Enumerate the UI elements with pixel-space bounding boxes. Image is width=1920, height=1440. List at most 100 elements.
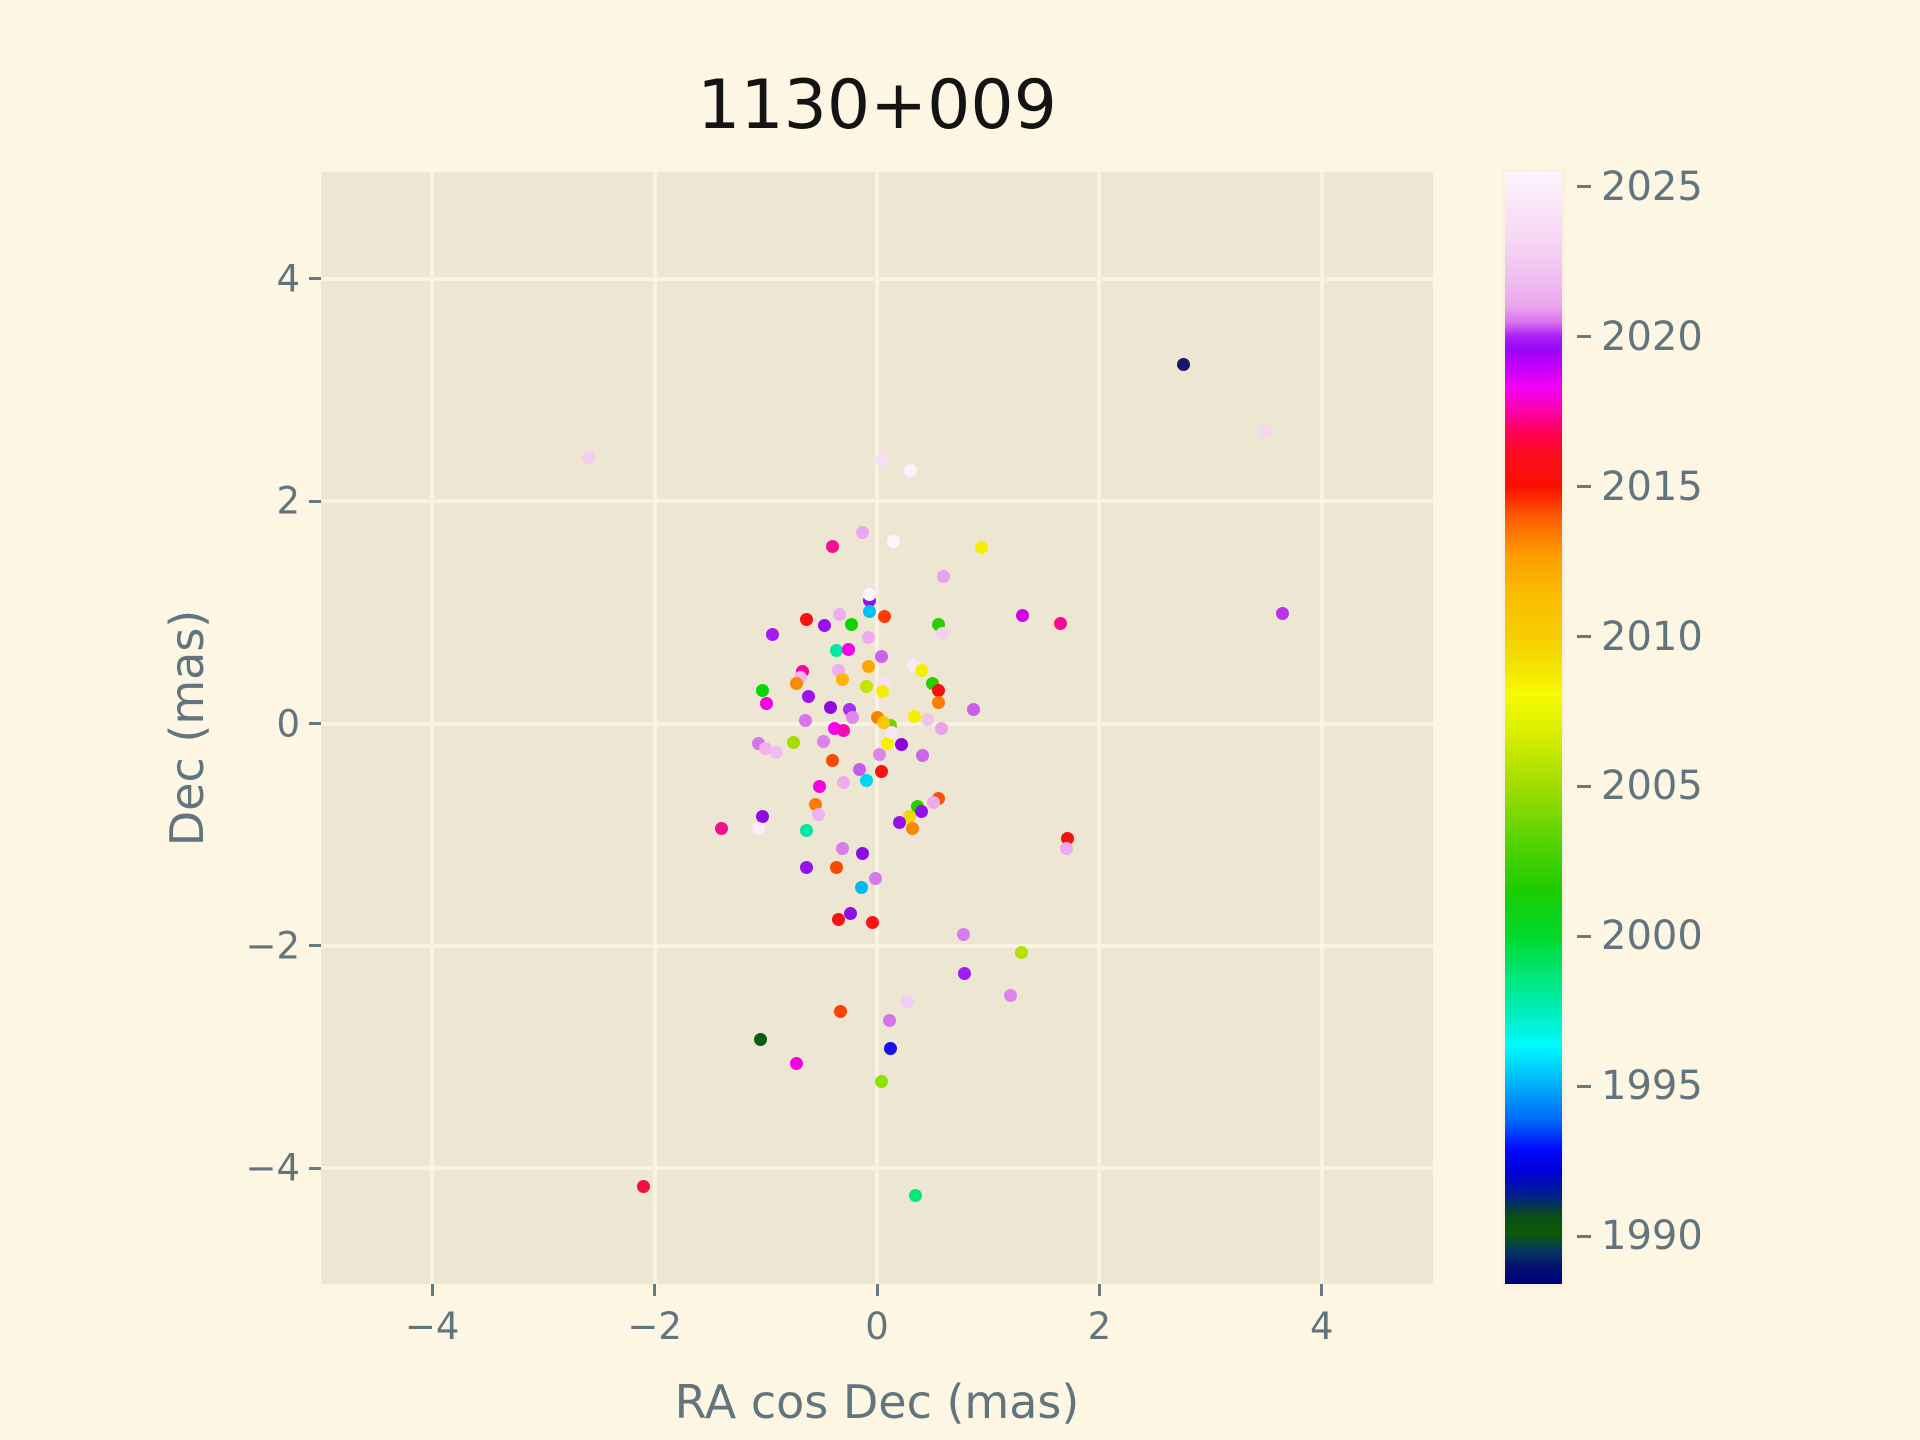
colorbar-tick-mark <box>1577 784 1591 788</box>
data-point <box>877 715 891 729</box>
data-point <box>900 995 914 1009</box>
y-tick-label: 4 <box>276 257 300 301</box>
x-tick-mark <box>653 1284 657 1296</box>
data-point <box>765 628 779 642</box>
x-tick-mark <box>875 1284 879 1296</box>
x-tick-mark <box>430 1284 434 1296</box>
data-point <box>809 798 823 812</box>
data-point <box>817 734 831 748</box>
data-point <box>837 723 851 737</box>
y-tick-mark <box>309 1166 321 1170</box>
data-point <box>883 1041 897 1055</box>
colorbar-tick-mark <box>1577 934 1591 938</box>
data-point <box>872 748 886 762</box>
data-point <box>826 753 840 767</box>
data-point <box>790 677 804 691</box>
data-point <box>975 541 989 555</box>
x-axis-label: RA cos Dec (mas) <box>674 1375 1080 1429</box>
data-point <box>714 821 728 835</box>
data-point <box>1059 841 1073 855</box>
gridline-horizontal <box>321 276 1433 281</box>
data-point <box>833 1005 847 1019</box>
colorbar-tick-mark <box>1577 185 1591 189</box>
x-tick-mark <box>1097 1284 1101 1296</box>
data-point <box>967 702 981 716</box>
data-point <box>860 680 874 694</box>
colorbar-tick-label: 2025 <box>1601 163 1703 210</box>
data-point <box>874 1075 888 1089</box>
gridline-vertical <box>1319 172 1324 1284</box>
data-point <box>937 570 951 584</box>
data-point <box>1060 831 1074 845</box>
data-point <box>892 816 906 830</box>
colorbar-tick-mark <box>1577 635 1591 639</box>
data-point <box>862 604 876 618</box>
data-point <box>1276 606 1290 620</box>
data-point <box>787 735 801 749</box>
colorbar-tick-mark <box>1577 1234 1591 1238</box>
data-point <box>1053 616 1067 630</box>
gridline-vertical <box>1097 172 1102 1284</box>
plot-area <box>321 172 1433 1284</box>
data-point <box>856 525 870 539</box>
data-point <box>755 810 769 824</box>
data-point <box>894 738 908 752</box>
x-tick-mark <box>1320 1284 1324 1296</box>
gridline-horizontal <box>321 1166 1433 1171</box>
data-point <box>841 642 855 656</box>
x-tick-label: 4 <box>1310 1305 1334 1348</box>
data-point <box>887 534 901 548</box>
colorbar <box>1505 172 1562 1284</box>
data-point <box>1016 609 1030 623</box>
data-point <box>636 1179 650 1193</box>
data-point <box>800 823 814 837</box>
x-tick-label: 2 <box>1087 1305 1112 1348</box>
data-point <box>914 663 928 677</box>
data-point <box>909 1188 923 1202</box>
data-point <box>832 608 846 622</box>
colorbar-tick-label: 2015 <box>1601 463 1703 510</box>
gridline-horizontal <box>321 499 1433 504</box>
data-point <box>958 967 972 981</box>
y-tick-mark <box>309 277 321 281</box>
data-point <box>860 773 874 787</box>
data-point <box>846 711 860 725</box>
data-point <box>760 697 774 711</box>
data-point <box>862 588 876 602</box>
colorbar-tick-label: 1995 <box>1601 1063 1703 1110</box>
data-point <box>830 860 844 874</box>
data-point <box>854 880 868 894</box>
colorbar-tick-mark <box>1577 485 1591 489</box>
gridline-vertical <box>875 172 879 1284</box>
colorbar-tick-label: 2010 <box>1601 613 1703 660</box>
data-point <box>903 463 917 477</box>
data-point <box>800 860 814 874</box>
data-point <box>759 741 773 755</box>
data-point <box>836 841 850 855</box>
colorbar-tick-label: 1990 <box>1601 1213 1703 1260</box>
data-point <box>843 907 857 921</box>
y-tick-mark <box>309 722 321 726</box>
data-point <box>823 701 837 715</box>
data-point <box>1015 946 1029 960</box>
colorbar-tick-label: 2020 <box>1601 313 1703 360</box>
data-point <box>906 821 920 835</box>
x-tick-label: 0 <box>865 1305 889 1348</box>
data-point <box>836 672 850 686</box>
data-point <box>1003 989 1017 1003</box>
data-point <box>882 1013 896 1027</box>
data-point <box>755 683 769 697</box>
data-point <box>927 796 941 809</box>
data-point <box>934 721 948 735</box>
data-point <box>914 804 928 818</box>
data-point <box>818 619 832 633</box>
data-point <box>831 912 845 926</box>
data-point <box>801 690 815 704</box>
chart-title: 1130+009 <box>697 66 1057 145</box>
data-point <box>908 710 922 724</box>
data-point <box>1177 357 1191 371</box>
y-tick-label: −4 <box>245 1146 300 1190</box>
data-point <box>884 725 898 739</box>
data-point <box>844 618 858 632</box>
